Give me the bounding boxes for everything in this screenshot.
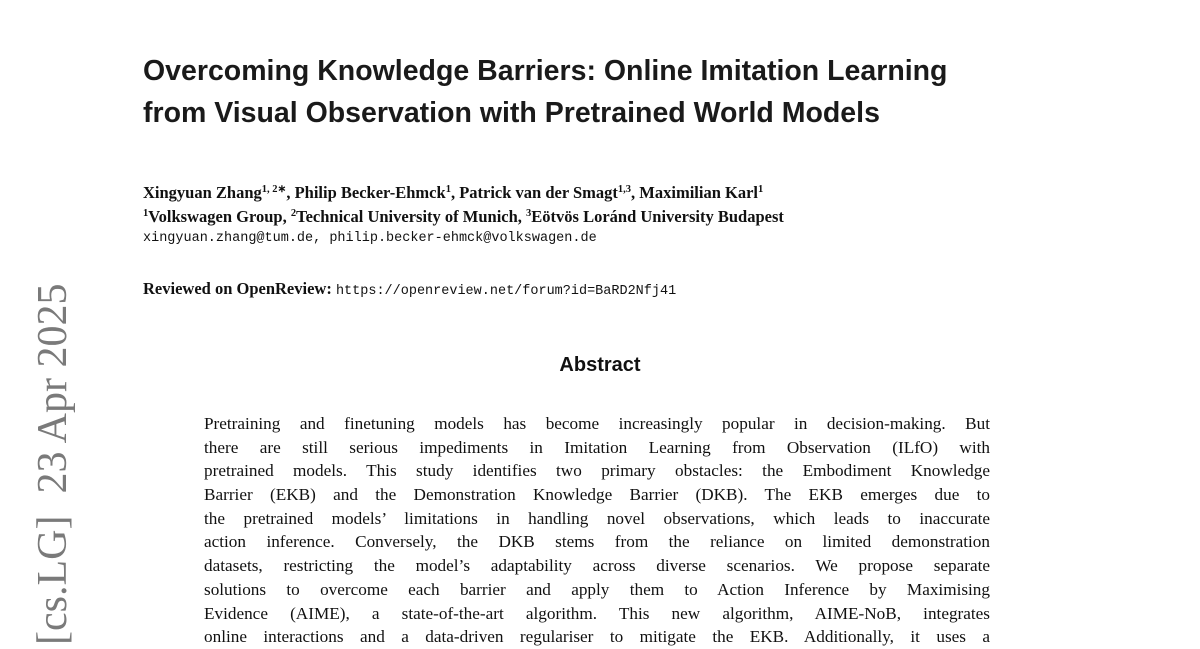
abstract-line: Evidence (AIME), a state-of-the-art algo… bbox=[204, 603, 990, 623]
abstract-body: Pretraining and finetuning models has be… bbox=[204, 412, 990, 649]
author-affiliation-marker: 1,3 bbox=[617, 184, 632, 195]
author-name: Maximilian Karl bbox=[639, 183, 758, 202]
arxiv-category: [cs.LG] bbox=[30, 515, 76, 645]
abstract-line: solutions to overcome each barrier and a… bbox=[204, 579, 990, 599]
author-emails: xingyuan.zhang@tum.de, philip.becker-ehm… bbox=[143, 231, 597, 246]
abstract-line: action inference. Conversely, the DKB st… bbox=[204, 532, 990, 552]
arxiv-date: 23 Apr 2025 bbox=[30, 283, 76, 494]
title-line: from Visual Observation with Pretrained … bbox=[143, 97, 880, 129]
author-name: Philip Becker-Ehmck bbox=[294, 183, 446, 202]
abstract-line: online interactions and a data-driven re… bbox=[204, 627, 990, 647]
author-name: Patrick van der Smagt bbox=[459, 183, 618, 202]
abstract-line: Barrier (EKB) and the Demonstration Know… bbox=[204, 485, 990, 505]
affiliation: Eötvös Loránd University Budapest bbox=[531, 207, 784, 226]
openreview-link[interactable]: https://openreview.net/forum?id=BaRD2Nfj… bbox=[335, 284, 677, 299]
author-list: Xingyuan Zhang1, 2∗, Philip Becker-Ehmck… bbox=[143, 183, 764, 202]
abstract-line: there are still serious impediments in I… bbox=[204, 437, 990, 457]
review-label: Reviewed on OpenReview: bbox=[143, 279, 332, 298]
affiliation-marker: 2 bbox=[290, 208, 297, 219]
abstract-line: pretrained models. This study identifies… bbox=[204, 461, 990, 481]
affiliation-marker: 3 bbox=[526, 208, 532, 219]
affiliation: Technical University of Munich bbox=[296, 207, 518, 226]
abstract-line: Pretraining and finetuning models has be… bbox=[204, 414, 990, 433]
author-affiliation-marker: 1, 2∗ bbox=[261, 184, 287, 195]
affiliation: Volkswagen Group bbox=[148, 207, 283, 226]
review-line: Reviewed on OpenReview: https://openrevi… bbox=[143, 279, 676, 299]
abstract-line: the pretrained models’ limitations in ha… bbox=[204, 508, 990, 528]
title-line: Overcoming Knowledge Barriers: Online Im… bbox=[143, 55, 948, 87]
author-block: Xingyuan Zhang1, 2∗, Philip Becker-Ehmck… bbox=[143, 181, 784, 229]
affiliation-marker: 1 bbox=[143, 208, 149, 219]
author-affiliation-marker: 1 bbox=[445, 184, 451, 195]
paper-title: Overcoming Knowledge Barriers: Online Im… bbox=[143, 50, 1083, 134]
author-affiliation-marker: 1 bbox=[758, 184, 764, 195]
arxiv-side-stamp: [cs.LG] 23 Apr 2025 bbox=[30, 262, 76, 645]
author-name: Xingyuan Zhang bbox=[143, 183, 262, 202]
abstract-line: datasets, restricting the model’s adapta… bbox=[204, 556, 990, 576]
affiliation-list: 1Volkswagen Group, 2Technical University… bbox=[143, 207, 784, 226]
abstract-heading: Abstract bbox=[559, 354, 641, 376]
